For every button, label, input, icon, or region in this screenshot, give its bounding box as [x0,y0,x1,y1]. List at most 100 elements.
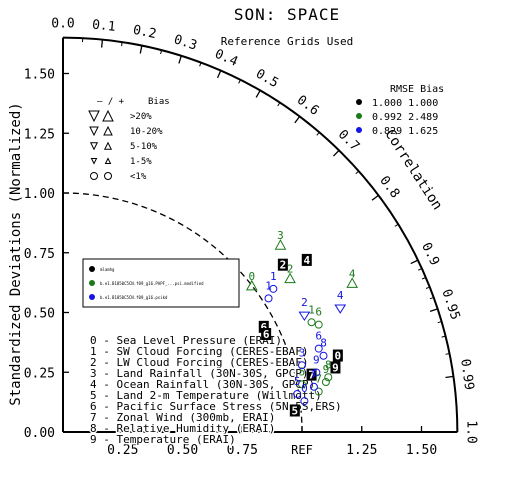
bias-legend-circle-marker [104,172,112,180]
data-point-label: 4 [349,267,356,280]
bias-legend-up-triangle [103,141,113,150]
data-point-marker [269,284,278,293]
correlation-tick-label: 0.5 [253,66,281,91]
correlation-minor-tick [425,286,430,289]
correlation-tick-mark [139,45,143,54]
data-point-box [306,368,317,381]
correlation-tick-label: 0.1 [91,18,116,35]
data-point-label: 9 [313,353,320,366]
y-tick-label: 0.25 [24,366,55,381]
data-point-label: 1 [270,270,277,283]
variable-list-entry: 4 - Ocean Rainfall (30N-30S, GPCP) [90,378,315,391]
data-point-marker [314,387,323,396]
bias-legend-down-triangle [90,158,98,165]
data-point-label: 4 [337,289,344,302]
correlation-minor-tick [355,170,360,175]
bias-legend-header: Bias [148,97,170,107]
data-point-marker [319,351,328,360]
correlation-minor-tick [445,353,450,355]
correlation-tick-mark [332,149,340,157]
variable-list-halo: 6 - Pacific Surface Stress (5N-5S,ERS) [90,400,342,413]
rmse-legend-dot [356,99,362,105]
case-legend-dot [89,280,95,286]
bias-legend-label: 10-20% [130,127,163,137]
rmse-legend-values: 0.829 1.625 [372,126,438,137]
data-point-label: 1 [265,279,272,292]
correlation-tick-mark [294,116,301,124]
data-point-box [261,328,272,341]
data-point-box [332,349,343,362]
variable-list-entry: 2 - LW Cloud Forcing (CERES-EBAF) [90,356,309,369]
data-point-marker [346,277,359,288]
chart-subtitle: Reference Grids Used [221,35,353,48]
correlation-tick-mark [429,308,438,312]
case-legend-label: b.e1.B1850C5CN.f09_g16.PAPF_...psi.modif… [100,281,204,286]
case-legend-dot [89,266,95,272]
data-point-marker [307,318,316,327]
data-point-label: 6 [263,328,270,341]
variable-list-halo: 5 - Land 2-m Temperature (Willmott) [90,389,322,402]
bias-legend-label: 1-5% [130,157,152,167]
variable-list-entry: 0 - Sea Level Pressure (ERAI) [90,334,282,347]
bias-legend-up-triangle [104,157,112,164]
data-point-label: 0 [301,382,308,395]
data-point-label: 0 [335,350,342,363]
data-point-marker [314,320,323,329]
bias-legend-up-triangle [103,125,113,136]
bias-legend-label: <1% [130,172,147,182]
data-point-marker [324,373,333,382]
correlation-tick-label: 0.4 [212,47,240,70]
x-tick-label: REF [291,443,313,457]
data-point-label: 7 [315,373,322,386]
correlation-tick-label: 1.0 [463,420,478,443]
correlation-tick-mark [445,375,454,379]
correlation-minor-tick [121,42,123,47]
correlation-minor-tick [437,321,442,324]
correlation-tick-label: 0.9 [418,240,442,268]
variable-list-entry: 5 - Land 2-m Temperature (Willmott) [90,389,322,402]
correlation-tick-mark [100,39,104,48]
data-point-marker [312,368,321,377]
variable-list-halo: 9 - Temperature (ERAI) [90,433,236,446]
bias-legend-signs: – / + [97,97,125,107]
data-point-marker [298,380,306,389]
data-point-label: 7 [311,368,318,381]
data-point-label: 3 [277,229,284,242]
case-legend-dot [89,294,95,300]
variable-list-entry: 6 - Pacific Surface Stress (5N-5S,ERS) [90,400,342,413]
bias-legend-label: >20% [130,112,152,122]
data-point-marker [284,272,296,284]
variable-list-entry: 7 - Zonal Wind (300mb, ERAI) [90,411,275,424]
data-point-marker [300,397,309,406]
y-tick-label: 1.50 [24,68,55,83]
x-tick-label: 1.25 [346,443,377,458]
correlation-minor-tick [277,102,281,107]
y-axis-title: Standardized Deviations (Normalized) [8,102,24,405]
data-point-marker [293,389,302,398]
correlation-minor-tick [199,62,202,67]
variable-list-halo: 2 - LW Cloud Forcing (CERES-EBAF) [90,356,309,369]
outer-arc [62,36,459,433]
rmse-legend-values: 0.992 2.489 [372,112,438,123]
correlation-tick-mark [410,259,419,265]
correlation-tick-label: 0.0 [51,17,74,32]
variable-list-entry: 1 - SW Cloud Forcing (CERES-EBAF) [90,345,309,358]
correlation-tick-label: 0.99 [457,358,476,391]
x-tick-label: 1.50 [406,443,437,458]
data-point-marker [298,311,311,322]
x-tick-label: 0.75 [227,443,258,458]
data-point-label: 0 [248,270,255,283]
data-point-box [301,253,312,266]
data-point-box [277,258,288,271]
data-point-label: 8 [325,358,332,371]
data-point-label: 4 [303,254,310,267]
variable-list-entry: 8 - Relative Humidity (ERAI) [90,422,275,435]
y-tick-label: 0.75 [24,247,55,262]
data-point-label: 7 [308,369,315,382]
variable-list-halo: 1 - SW Cloud Forcing (CERES-EBAF) [90,345,309,358]
data-point-label: 2 [280,259,287,272]
data-point-box [258,320,269,333]
correlation-tick-label: 0.3 [172,32,199,53]
data-point-marker [274,239,287,250]
correlation-minor-tick [160,50,163,55]
